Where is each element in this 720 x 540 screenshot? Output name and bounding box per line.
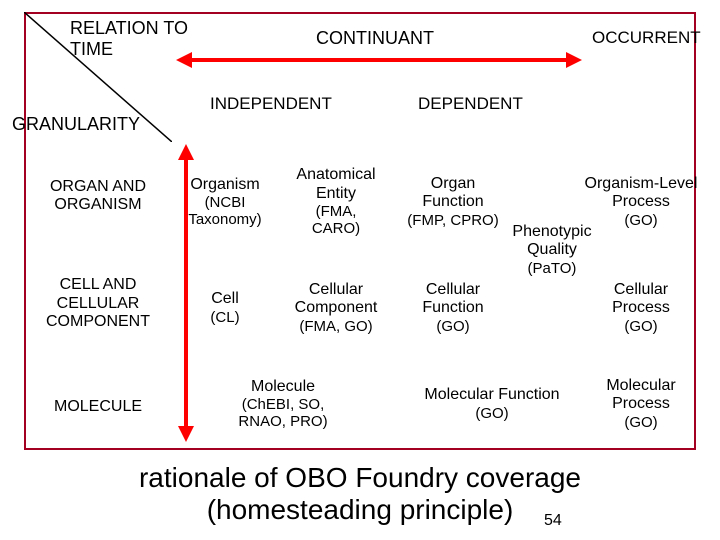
cell-r0-c1: Anatomical Entity(FMA, CARO) (278, 152, 394, 252)
header-continuant: CONTINUANT (316, 28, 434, 49)
v-arrow-line (184, 158, 188, 428)
header-occurrent: OCCURRENT (592, 28, 701, 48)
v-arrow-head-down (178, 426, 194, 442)
diagram-canvas: RELATION TO TIME GRANULARITY CONTINUANT … (0, 0, 720, 540)
cell-r2-c23: Molecular Function(GO) (394, 358, 590, 450)
cell-r1-c1: Cellular Component(FMA, GO) (278, 268, 394, 348)
h-arrow-line (190, 58, 568, 62)
cell-r0-c2: Organ Function(FMP, CPRO) (394, 152, 512, 252)
cell-r2-c4: Molecular Process(GO) (586, 358, 696, 450)
cell-r0-c4: Organism-Level Process(GO) (586, 152, 696, 252)
caption: rationale of OBO Foundry coverage(homest… (0, 462, 720, 526)
page-number: 54 (544, 512, 562, 530)
h-arrow-head-right (566, 52, 582, 68)
cell-r1-c4: Cellular Process(GO) (586, 268, 696, 348)
header-dependent: DEPENDENT (418, 94, 523, 114)
cell-r2-c01: Molecule(ChEBI, SO, RNAO, PRO) (172, 358, 394, 450)
header-independent: INDEPENDENT (210, 94, 332, 114)
v-arrow-head-up (178, 144, 194, 160)
h-arrow-head-left (176, 52, 192, 68)
row-label-2: MOLECULE (24, 364, 172, 450)
cell-r1-c2: Cellular Function(GO) (394, 268, 512, 348)
row-label-1: CELL AND CELLULAR COMPONENT (24, 260, 172, 348)
row-label-0: ORGAN AND ORGANISM (24, 152, 172, 240)
header-relation-to-time: RELATION TO TIME (70, 18, 188, 60)
header-granularity: GRANULARITY (12, 114, 140, 135)
